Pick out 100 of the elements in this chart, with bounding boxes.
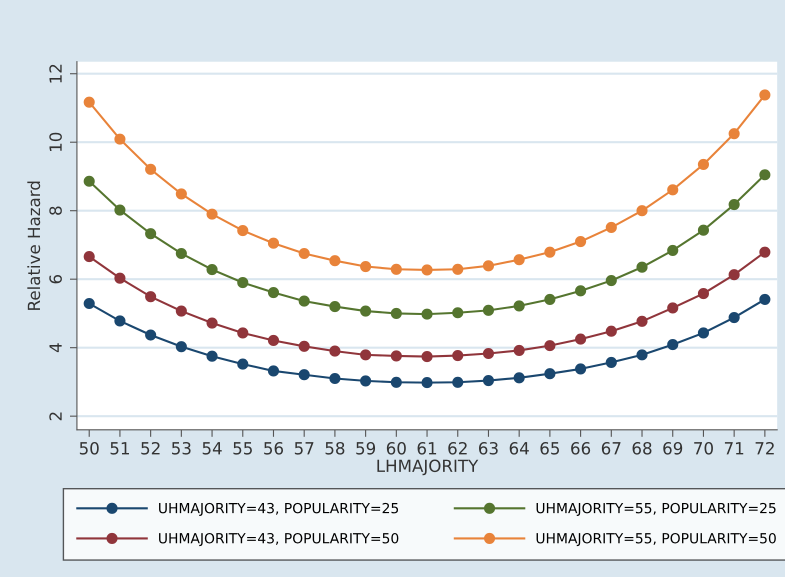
legend-label: UHMAJORITY=55, POPULARITY=50 [536,532,776,546]
point [421,377,433,388]
point [84,176,95,187]
point [114,134,126,145]
point [329,346,340,357]
y-tick-label: 2 [49,412,62,420]
point [298,296,310,307]
point [606,222,617,234]
point [606,275,617,286]
point [698,327,709,339]
point [145,228,156,240]
point [698,224,709,236]
x-tick-label: 52 [141,442,160,455]
x-tick-label: 54 [202,442,222,455]
x-tick-label: 53 [172,442,191,455]
point [298,248,310,260]
x-tick-label: 56 [264,442,284,455]
x-tick-label: 68 [632,442,652,455]
point [329,372,340,384]
y-tick-label: 6 [49,274,62,284]
point [145,164,156,175]
point [667,244,678,256]
point [667,302,678,314]
point [114,315,126,327]
x-tick-label: 55 [233,442,252,455]
point [667,339,678,350]
point [421,308,433,320]
point [360,375,372,386]
point [452,376,464,388]
x-tick-label: 60 [386,442,406,455]
point [759,246,770,258]
point [759,169,770,180]
point [544,246,556,258]
point [268,286,280,298]
x-tick-label: 65 [540,442,560,455]
point [84,298,95,310]
legend-label: UHMAJORITY=43, POPULARITY=50 [159,532,398,546]
y-axis-title: Relative Hazard [27,182,40,310]
x-tick-label: 62 [448,442,467,455]
point [360,260,372,272]
legend-label: UHMAJORITY=43, POPULARITY=25 [159,502,398,516]
point [544,340,556,352]
point [514,254,525,266]
point [360,305,372,317]
x-tick-label: 51 [110,442,129,455]
point [237,327,248,339]
point [298,369,310,380]
x-tick-label: 64 [510,442,529,455]
x-tick-label: 63 [479,442,498,455]
point [298,340,310,352]
x-tick-label: 72 [756,442,774,454]
point [329,255,340,266]
x-tick-label: 67 [602,442,620,455]
point [759,89,770,101]
point [390,264,402,275]
point [176,248,187,260]
point [575,363,586,374]
point [206,264,218,276]
point [360,349,372,360]
point [421,351,433,362]
point [206,208,218,220]
point [514,372,525,384]
point [206,350,218,362]
x-tick-label: 58 [326,442,344,455]
point [237,225,248,236]
x-tick-label: 66 [571,442,590,455]
point [544,294,556,305]
point [759,294,770,305]
point [268,365,280,377]
point [606,326,617,337]
point [636,262,648,273]
point [575,285,586,296]
point [452,264,464,275]
point [482,374,494,386]
point [390,308,402,319]
point [145,291,156,302]
y-tick-label: 12 [49,64,62,82]
point [636,205,648,216]
point [728,128,740,140]
point [176,188,187,200]
point [237,358,248,370]
point [237,277,248,288]
point [482,348,494,360]
point [514,300,525,312]
point [84,251,95,262]
point [84,96,95,108]
x-tick-label: 71 [724,442,744,454]
point [636,349,648,360]
x-axis-title: LHMAJORITY [377,459,478,476]
point [667,184,678,196]
x-tick-label: 59 [356,442,376,455]
point [482,304,494,316]
point [575,236,586,248]
point [114,204,126,216]
x-tick-label: 61 [418,442,436,455]
y-tick-label: 8 [49,206,62,215]
point [114,272,126,284]
y-tick-label: 10 [49,132,62,151]
point [176,305,187,317]
point [698,158,709,170]
